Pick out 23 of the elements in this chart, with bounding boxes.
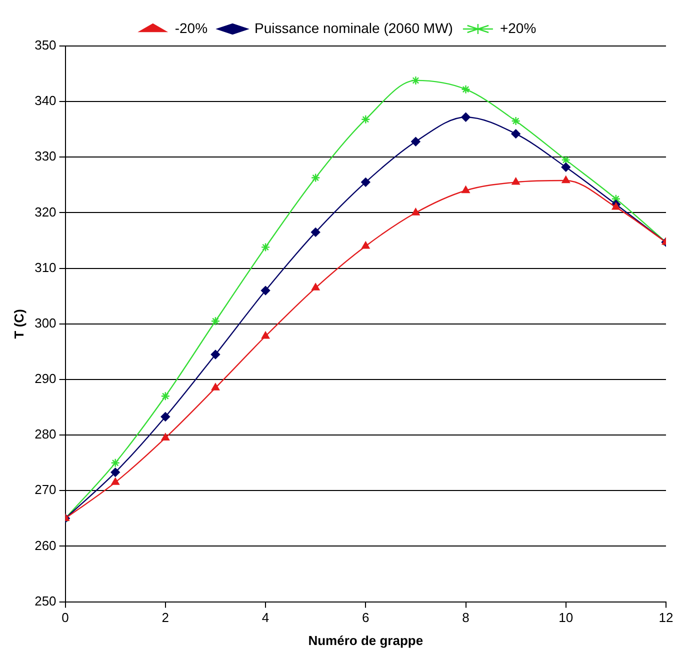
y-tick-label: 260 [34, 538, 56, 553]
x-axis-title: Numéro de grappe [308, 632, 424, 648]
legend-label: -20% [174, 20, 208, 36]
y-tick-label: 270 [34, 482, 56, 498]
x-tick-label: 10 [558, 610, 574, 626]
legend-label: Puissance nominale (2060 MW) [254, 20, 453, 36]
y-tick-label: 330 [34, 148, 56, 164]
x-tick-label: 0 [62, 610, 69, 626]
x-tick-label: 6 [362, 610, 370, 626]
y-tick-label: 280 [34, 426, 56, 442]
x-tick-label: 4 [262, 610, 270, 626]
x-tick-label: 12 [658, 610, 674, 626]
y-tick-label: 310 [34, 260, 56, 275]
y-tick-label: 250 [34, 593, 56, 608]
y-tick-label: 300 [34, 315, 56, 330]
x-tick-label: 8 [462, 610, 470, 626]
y-axis-title: T (C) [11, 309, 26, 339]
y-tick-label: 290 [34, 371, 56, 386]
legend-label: +20% [500, 20, 536, 36]
y-tick-label: 340 [34, 93, 56, 108]
y-tick-label: 320 [34, 204, 56, 220]
y-tick-label: 350 [34, 38, 56, 53]
x-tick-label: 2 [162, 610, 170, 626]
